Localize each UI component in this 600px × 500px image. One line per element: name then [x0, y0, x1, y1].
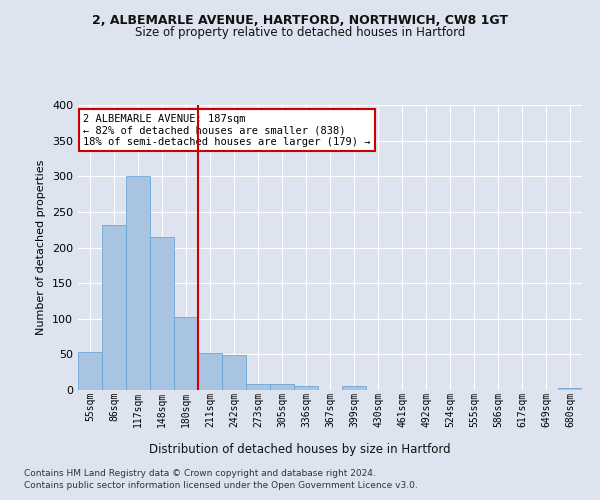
Bar	[174, 316, 198, 390]
Bar	[558, 388, 582, 390]
Y-axis label: Number of detached properties: Number of detached properties	[37, 160, 46, 335]
Bar	[222, 355, 246, 390]
Text: Contains HM Land Registry data © Crown copyright and database right 2024.: Contains HM Land Registry data © Crown c…	[24, 469, 376, 478]
Bar	[126, 176, 150, 390]
Bar	[198, 353, 222, 390]
Bar	[102, 224, 126, 390]
Text: 2, ALBEMARLE AVENUE, HARTFORD, NORTHWICH, CW8 1GT: 2, ALBEMARLE AVENUE, HARTFORD, NORTHWICH…	[92, 14, 508, 27]
Text: Contains public sector information licensed under the Open Government Licence v3: Contains public sector information licen…	[24, 481, 418, 490]
Bar	[342, 386, 366, 390]
Bar	[270, 384, 294, 390]
Bar	[246, 384, 270, 390]
Text: 2 ALBEMARLE AVENUE: 187sqm
← 82% of detached houses are smaller (838)
18% of sem: 2 ALBEMARLE AVENUE: 187sqm ← 82% of deta…	[83, 114, 371, 147]
Text: Size of property relative to detached houses in Hartford: Size of property relative to detached ho…	[135, 26, 465, 39]
Bar	[150, 237, 174, 390]
Bar	[78, 352, 102, 390]
Text: Distribution of detached houses by size in Hartford: Distribution of detached houses by size …	[149, 442, 451, 456]
Bar	[294, 386, 318, 390]
